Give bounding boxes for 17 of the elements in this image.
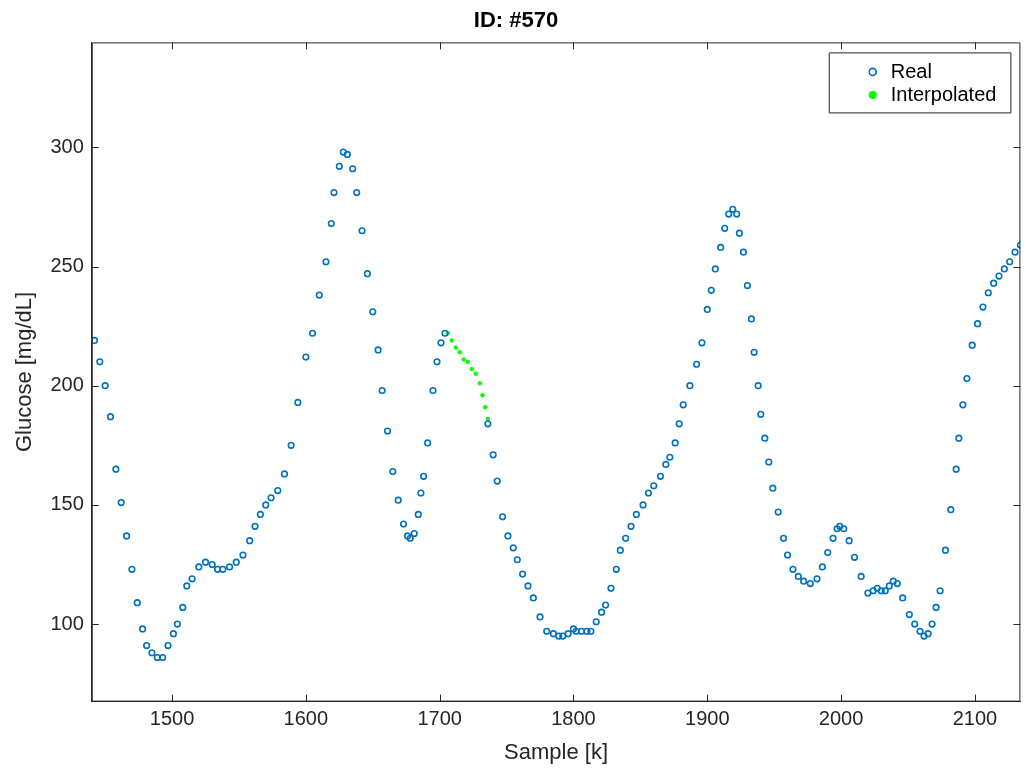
- chart-title: ID: #570: [473, 7, 559, 33]
- x-tick-label: 1500: [149, 707, 195, 730]
- x-tick-label: 1600: [283, 707, 329, 730]
- x-tick-label: 2100: [952, 707, 998, 730]
- x-tick-label: 2000: [818, 707, 864, 730]
- x-tick-label: 1900: [685, 707, 730, 730]
- y-tick-label: 200: [50, 373, 84, 396]
- legend-label: Real: [890, 60, 932, 83]
- x-tick-label: 1700: [417, 707, 462, 730]
- y-tick-label: 250: [50, 254, 84, 277]
- x-axis-title: Sample [k]: [504, 738, 609, 764]
- y-tick-label: 100: [50, 611, 84, 634]
- x-tick-label: 1800: [551, 707, 596, 730]
- y-axis-title: Glucose [mg/dL]: [11, 291, 37, 453]
- y-tick-label: 150: [50, 492, 84, 515]
- y-tick-label: 300: [50, 134, 84, 157]
- legend-label: Interpolated: [890, 83, 997, 106]
